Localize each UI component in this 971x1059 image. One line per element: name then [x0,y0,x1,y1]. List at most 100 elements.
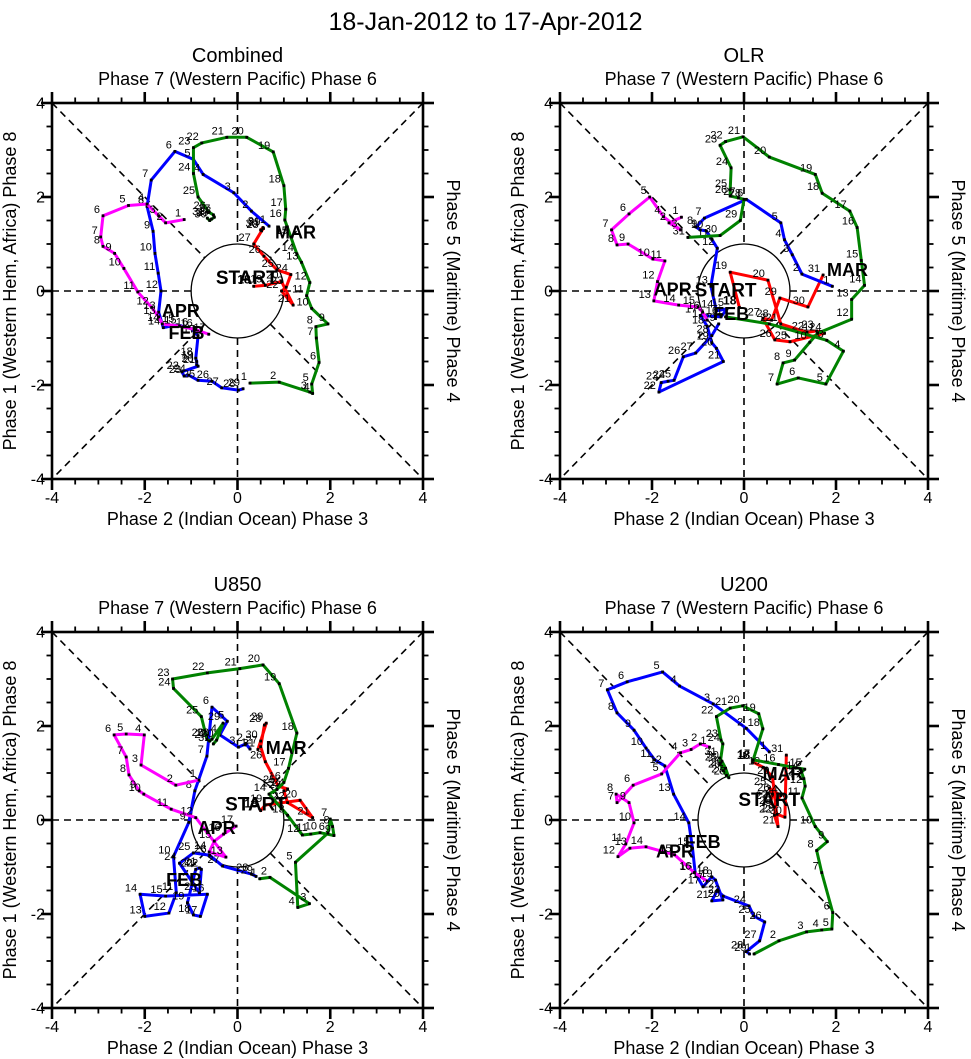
day-label: 2 [760,312,766,324]
day-label: 15 [683,295,695,307]
day-label: 4 [138,192,144,204]
day-label: 27 [245,735,257,747]
day-label: 1 [175,208,181,220]
day-label: 20 [757,765,769,777]
day-label: 22 [186,857,198,869]
phase-guides [51,102,424,480]
day-label: 26 [249,244,261,256]
day-label: 2 [242,199,248,211]
day-label: 25 [263,774,275,786]
day-label: 19 [258,140,270,152]
day-label: 12 [790,774,802,786]
day-label: 24 [174,363,186,375]
day-label: 22 [187,131,199,143]
day-label: 26 [668,345,680,357]
day-label: 19 [181,350,193,362]
day-label: 14 [254,782,266,794]
day-label: 29 [765,286,777,298]
day-label: 3 [797,920,803,932]
day-label: 29 [251,711,263,723]
day-label: 26 [192,727,204,739]
day-label: 14 [631,835,643,847]
month-label-apr: APR [198,818,236,838]
month-label-mar: MAR [827,260,868,280]
day-label: 25 [775,330,787,342]
day-label: 22 [701,705,713,717]
day-label: 13 [272,803,284,815]
day-label: 1 [823,274,829,286]
day-label: 1 [260,214,266,226]
day-label: 11 [611,832,622,844]
day-label: 1 [251,867,257,879]
day-label: 17 [692,869,704,881]
day-label: 6 [105,723,111,735]
day-label: 19 [264,672,276,684]
day-label: 29 [241,864,253,876]
day-label: 18 [692,314,704,326]
day-label: 14 [147,312,159,324]
day-label: 23 [271,275,283,287]
x-tick-label: -2 [138,1019,152,1036]
y-tick-label: -2 [539,907,553,924]
day-label: 28 [756,308,768,320]
day-label: 3 [682,738,688,750]
trajectory-feb: 1234567891011121314151617181920212223242… [644,187,834,394]
bottom-axis-label: Phase 2 (Indian Ocean) Phase 3 [107,1038,368,1058]
x-tick-label: 2 [326,490,335,507]
day-label: 16 [208,822,220,834]
y-tick-label: 0 [36,813,45,830]
trajectory-feb: 1234567891011121314151617181920212223242… [598,660,771,956]
day-label: 6 [624,773,630,785]
day-label: 6 [737,187,743,199]
day-label: 15 [276,225,288,237]
month-label-feb: FEB [713,304,749,324]
day-label: 17 [738,748,750,760]
day-label: 7 [768,372,774,384]
day-label: 14 [786,760,798,772]
day-label: 10 [691,219,703,231]
y-tick-label: -4 [31,1001,45,1018]
day-label: 18 [244,797,258,811]
day-label: 27 [206,376,218,388]
day-label: 14 [663,293,675,305]
top-axis-label: Phase 7 (Western Pacific) Phase 6 [605,69,884,89]
day-label: 22 [266,279,278,291]
day-label: 4 [670,674,676,686]
day-label: 11 [292,284,303,296]
day-label: 8 [687,215,693,227]
day-label: 27 [755,790,767,802]
day-label: 19 [697,331,709,343]
day-label: 21 [766,312,778,324]
day-label: 1 [745,942,751,954]
day-label: 24 [158,676,170,688]
day-label: 19 [715,260,727,272]
day-label: 21 [184,856,196,868]
start-label: START [695,281,757,302]
day-label: 20 [232,125,244,137]
day-label: 25 [754,776,766,788]
day-label: 12 [702,236,714,248]
left-axis-label: Phase 1 (Western Hem, Africa) Phase 8 [0,132,20,451]
day-label: 14 [849,273,861,285]
month-label-apr: APR [162,301,200,321]
day-label: 1 [760,740,766,752]
day-label: 26 [193,200,205,212]
day-label: 1 [716,305,722,317]
day-label: 25 [178,841,190,853]
day-label: 21 [183,354,195,366]
day-label: 9 [105,241,111,253]
day-label: 30 [245,729,257,741]
day-label: 13 [143,305,155,317]
day-label: 7 [307,326,313,338]
x-tick-label: 0 [233,490,242,507]
x-tick-label: 2 [832,1019,841,1036]
day-label: 31 [192,206,204,218]
day-label: 12 [642,270,654,282]
day-label: 16 [192,882,204,894]
